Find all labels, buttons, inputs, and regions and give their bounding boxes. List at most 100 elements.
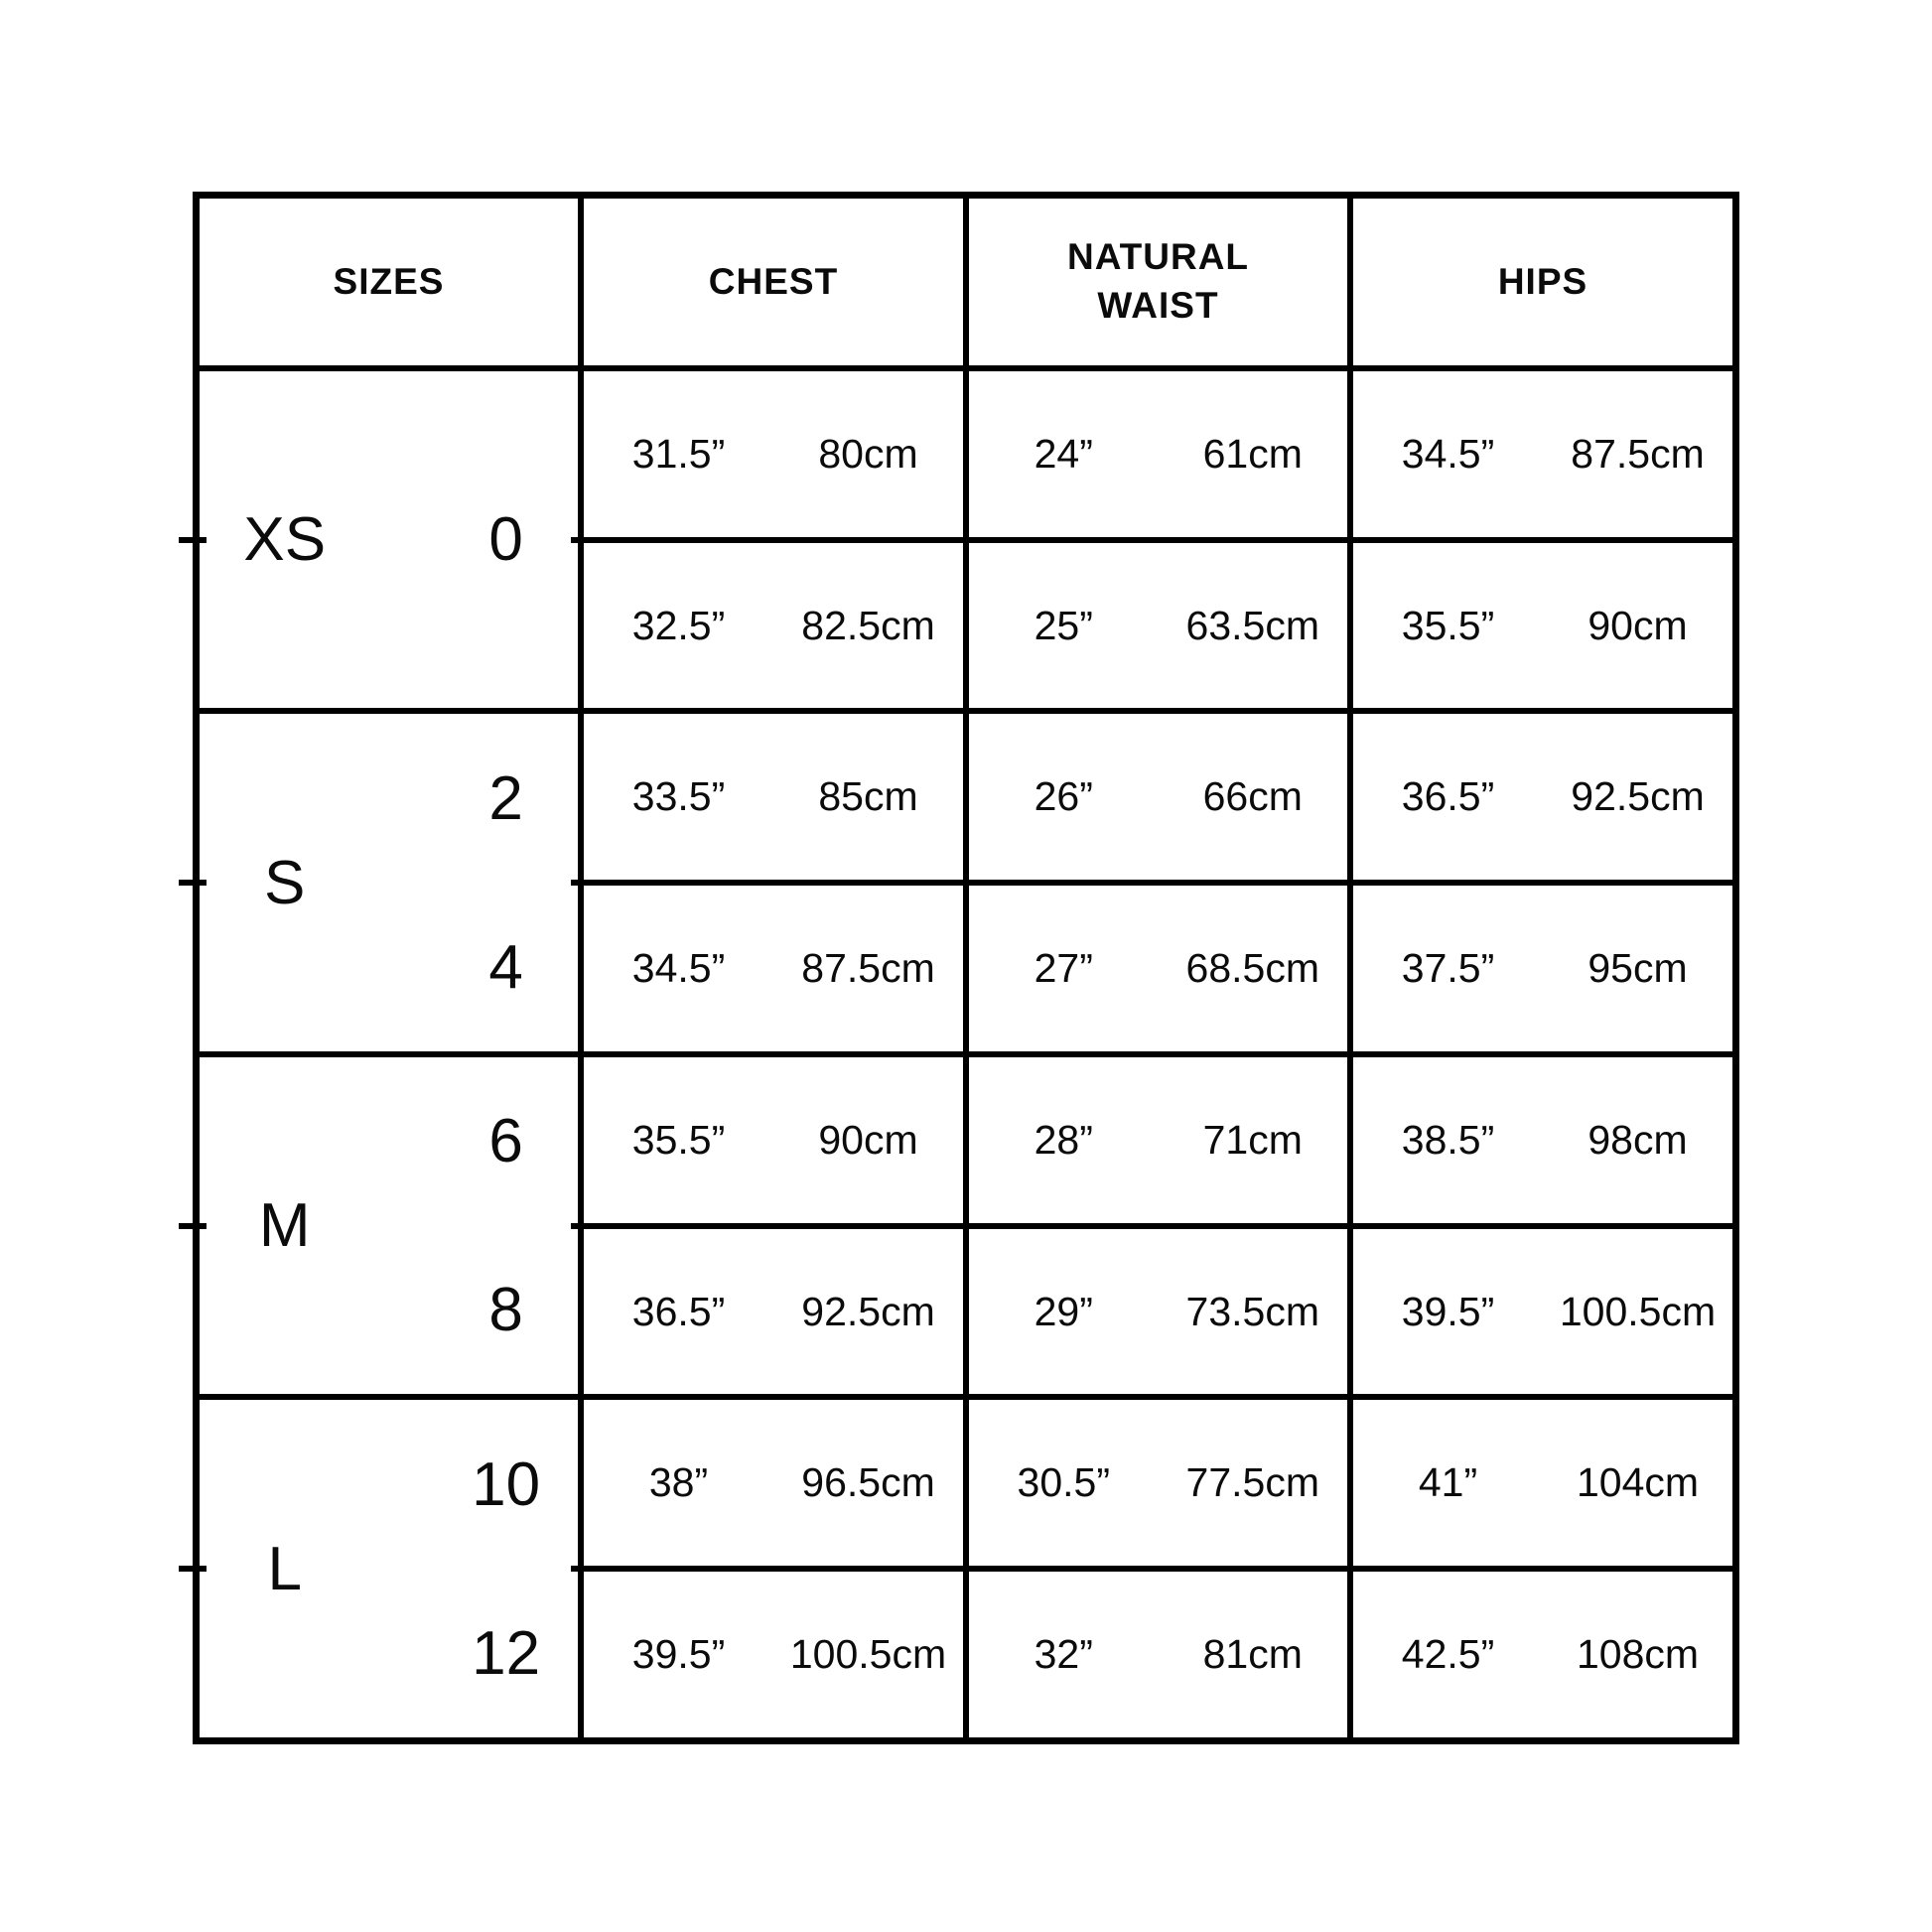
size-group-m: M 6 8 <box>200 1057 578 1394</box>
subrow-divider-xs <box>571 537 1732 543</box>
value-cm: 104cm <box>1576 1459 1700 1505</box>
value-inches: 27” <box>1034 945 1093 991</box>
subrow-divider-m <box>571 1223 1732 1229</box>
size-number: 4 <box>488 932 523 1002</box>
left-border-tick <box>179 1566 207 1572</box>
size-group-letter: M <box>258 1191 311 1260</box>
value-inches: 30.5” <box>1017 1459 1110 1505</box>
value-cm: 96.5cm <box>801 1459 935 1505</box>
value-inches: 35.5” <box>631 1117 726 1163</box>
value-cm: 61cm <box>1202 431 1303 477</box>
group-divider-s-m <box>200 1051 1732 1057</box>
measurement-cell-natural-waist: 26” 66cm <box>969 714 1347 880</box>
value-inches: 34.5” <box>631 945 726 991</box>
measurement-cell-chest: 34.5” 87.5cm <box>584 886 963 1051</box>
value-cm: 87.5cm <box>1571 431 1705 477</box>
measurement-cell-hips: 34.5” 87.5cm <box>1353 371 1732 537</box>
measurement-cell-natural-waist: 32” 81cm <box>969 1572 1347 1737</box>
size-number: 6 <box>488 1107 523 1176</box>
value-inches: 39.5” <box>631 1631 726 1677</box>
value-cm: 80cm <box>818 431 918 477</box>
value-cm: 77.5cm <box>1185 1459 1319 1505</box>
measurement-cell-chest: 32.5” 82.5cm <box>584 543 963 708</box>
value-cm: 90cm <box>818 1117 918 1163</box>
value-cm: 73.5cm <box>1185 1288 1319 1334</box>
value-inches: 24” <box>1034 431 1093 477</box>
value-cm: 92.5cm <box>801 1288 935 1334</box>
measurement-cell-natural-waist: 24” 61cm <box>969 371 1347 537</box>
value-inches: 28” <box>1034 1117 1093 1163</box>
measurement-cell-hips: 41” 104cm <box>1353 1400 1732 1566</box>
size-group-letter: S <box>264 848 306 917</box>
left-border-tick <box>179 1223 207 1229</box>
measurement-cell-natural-waist: 28” 71cm <box>969 1057 1347 1223</box>
column-header-chest: CHEST <box>584 199 963 365</box>
column-header-sizes: SIZES <box>200 199 578 365</box>
size-chart-table: SIZES CHEST NATURAL WAIST HIPS XS 0 S 2 … <box>179 192 1739 1744</box>
value-cm: 71cm <box>1202 1117 1303 1163</box>
column-header-sizes-label: SIZES <box>333 260 445 302</box>
size-number: 10 <box>472 1449 541 1519</box>
subrow-divider-s <box>571 880 1732 886</box>
measurement-cell-chest: 36.5” 92.5cm <box>584 1229 963 1394</box>
size-group-l: L 10 12 <box>200 1400 578 1737</box>
value-cm: 100.5cm <box>789 1631 947 1677</box>
value-inches: 29” <box>1034 1288 1093 1334</box>
left-border-tick <box>179 880 207 886</box>
column-divider-waist-hips <box>1347 199 1353 1737</box>
measurement-cell-hips: 39.5” 100.5cm <box>1353 1229 1732 1394</box>
value-inches: 38.5” <box>1401 1117 1495 1163</box>
column-divider-sizes-chest <box>578 199 584 1737</box>
value-cm: 87.5cm <box>801 945 935 991</box>
measurement-cell-hips: 37.5” 95cm <box>1353 886 1732 1051</box>
value-inches: 39.5” <box>1401 1288 1495 1334</box>
size-group-letter: XS <box>243 505 327 574</box>
measurement-cell-natural-waist: 30.5” 77.5cm <box>969 1400 1347 1566</box>
header-divider-line <box>200 365 1732 371</box>
value-cm: 98cm <box>1587 1117 1688 1163</box>
value-inches: 38” <box>648 1459 709 1505</box>
column-header-hips-label: HIPS <box>1497 260 1588 302</box>
measurement-cell-chest: 38” 96.5cm <box>584 1400 963 1566</box>
measurement-cell-hips: 35.5” 90cm <box>1353 543 1732 708</box>
value-inches: 34.5” <box>1401 431 1495 477</box>
group-divider-xs-s <box>200 708 1732 714</box>
measurement-cell-chest: 35.5” 90cm <box>584 1057 963 1223</box>
value-cm: 100.5cm <box>1559 1288 1717 1334</box>
measurement-cell-natural-waist: 25” 63.5cm <box>969 543 1347 708</box>
value-cm: 85cm <box>818 773 918 819</box>
value-inches: 41” <box>1418 1459 1478 1505</box>
measurement-cell-hips: 38.5” 98cm <box>1353 1057 1732 1223</box>
subrow-divider-l <box>571 1566 1732 1572</box>
value-inches: 32” <box>1034 1631 1093 1677</box>
value-cm: 108cm <box>1576 1631 1700 1677</box>
value-cm: 68.5cm <box>1185 945 1319 991</box>
value-inches: 37.5” <box>1401 945 1495 991</box>
value-cm: 82.5cm <box>801 602 935 648</box>
measurement-cell-chest: 39.5” 100.5cm <box>584 1572 963 1737</box>
measurement-cell-natural-waist: 29” 73.5cm <box>969 1229 1347 1394</box>
measurement-cell-chest: 31.5” 80cm <box>584 371 963 537</box>
size-number: 12 <box>472 1618 541 1688</box>
size-number: 0 <box>488 505 523 574</box>
size-group-xs: XS 0 <box>200 371 578 708</box>
column-header-hips: HIPS <box>1353 199 1732 365</box>
size-group-s: S 2 4 <box>200 714 578 1051</box>
measurement-cell-hips: 36.5” 92.5cm <box>1353 714 1732 880</box>
size-number: 8 <box>488 1275 523 1344</box>
column-header-natural-waist-label: NATURAL WAIST <box>1066 236 1250 326</box>
value-cm: 66cm <box>1202 773 1303 819</box>
value-cm: 63.5cm <box>1185 602 1319 648</box>
value-inches: 36.5” <box>1401 773 1495 819</box>
value-cm: 95cm <box>1587 945 1688 991</box>
size-number: 2 <box>488 763 523 833</box>
measurement-cell-hips: 42.5” 108cm <box>1353 1572 1732 1737</box>
value-inches: 33.5” <box>631 773 726 819</box>
group-divider-m-l <box>200 1394 1732 1400</box>
size-group-letter: L <box>267 1534 302 1603</box>
value-cm: 92.5cm <box>1571 773 1705 819</box>
value-cm: 90cm <box>1587 602 1688 648</box>
value-inches: 36.5” <box>631 1288 726 1334</box>
value-inches: 35.5” <box>1401 602 1495 648</box>
value-inches: 32.5” <box>631 602 726 648</box>
